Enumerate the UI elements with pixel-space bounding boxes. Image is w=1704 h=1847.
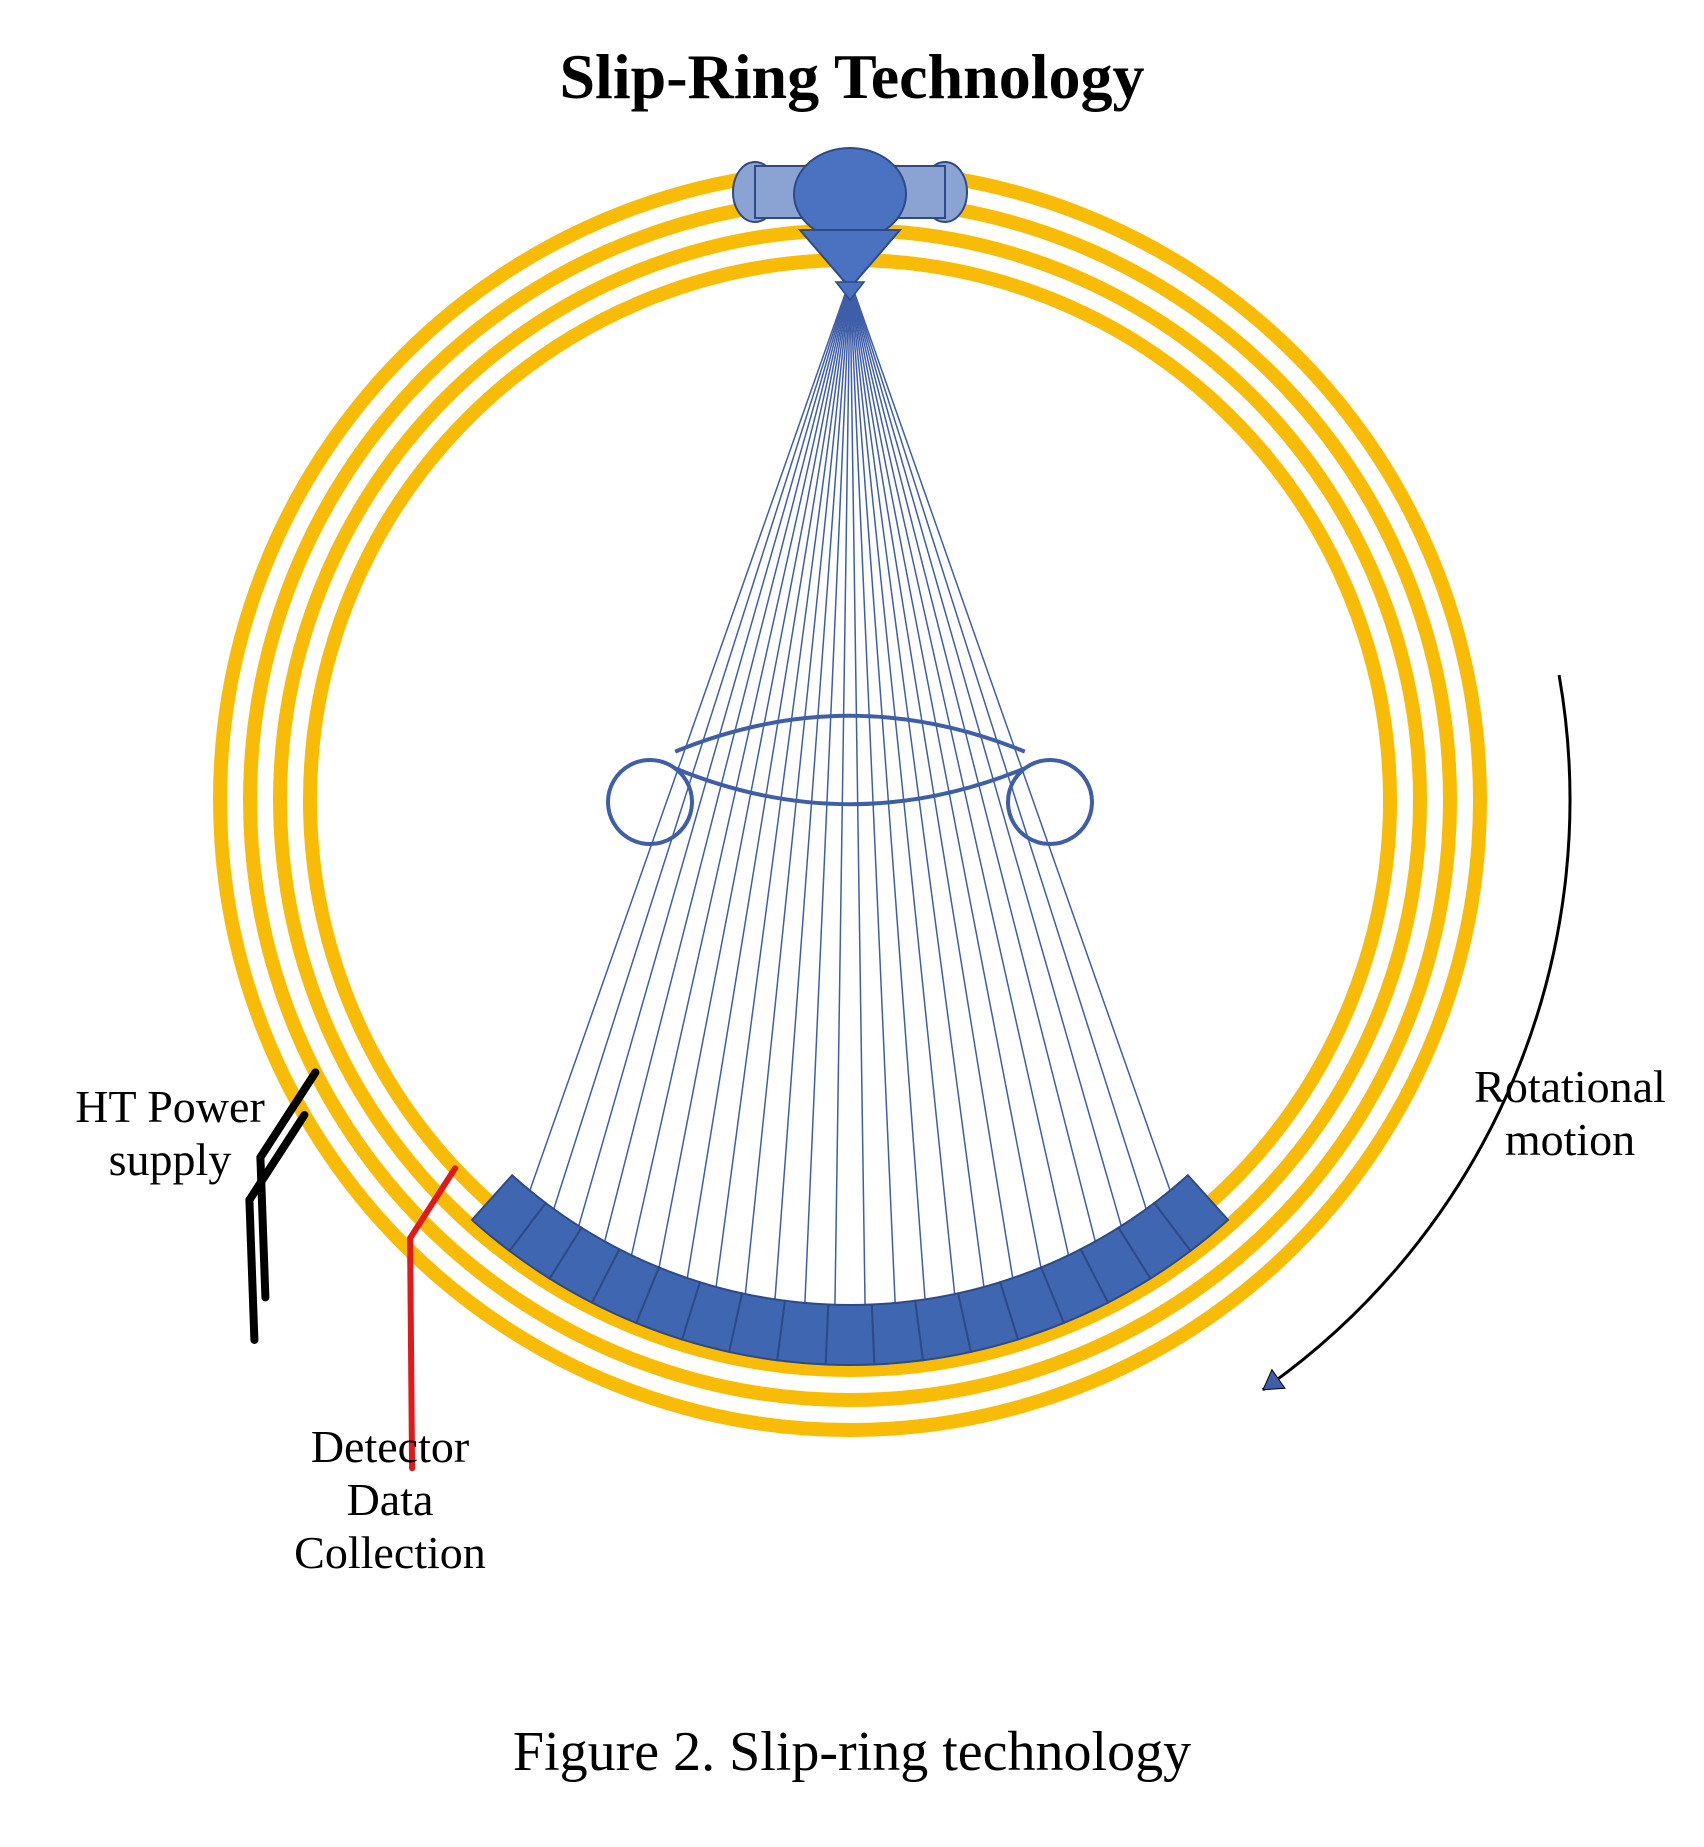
label-detector-data: Detector Data Collection [250, 1420, 530, 1579]
rotation-arrowhead [1263, 1370, 1285, 1390]
detector-segment [826, 1305, 875, 1365]
ray [850, 280, 866, 1340]
ray [850, 280, 1182, 1226]
detector-segment [872, 1301, 923, 1365]
ray [543, 280, 850, 1244]
ray [711, 280, 850, 1322]
slip-ring-2 [280, 230, 1420, 1370]
ray [624, 280, 850, 1290]
label-ht-power: HT Power supply [40, 1080, 300, 1186]
ray [850, 280, 989, 1322]
caption: Figure 2. Slip-ring technology [0, 1720, 1704, 1784]
ray [850, 280, 1076, 1290]
ray [850, 280, 1104, 1276]
ray [569, 280, 850, 1261]
ray [518, 280, 850, 1226]
patient-outline [608, 716, 1092, 844]
ray [596, 280, 850, 1276]
fan-beam [518, 280, 1183, 1340]
patient-path [608, 716, 1092, 844]
ray [850, 280, 1131, 1261]
xray-tube [733, 148, 967, 300]
diagram-stage: Slip-Ring Technology HT Power supply Det… [0, 0, 1704, 1847]
ray [850, 280, 1157, 1244]
title: Slip-Ring Technology [0, 40, 1704, 114]
detector-segment [777, 1301, 828, 1365]
label-rotational-motion: Rotational motion [1430, 1060, 1704, 1166]
ray [834, 280, 850, 1340]
slip-ring-3 [310, 260, 1390, 1340]
slip-ring-1 [250, 200, 1450, 1400]
